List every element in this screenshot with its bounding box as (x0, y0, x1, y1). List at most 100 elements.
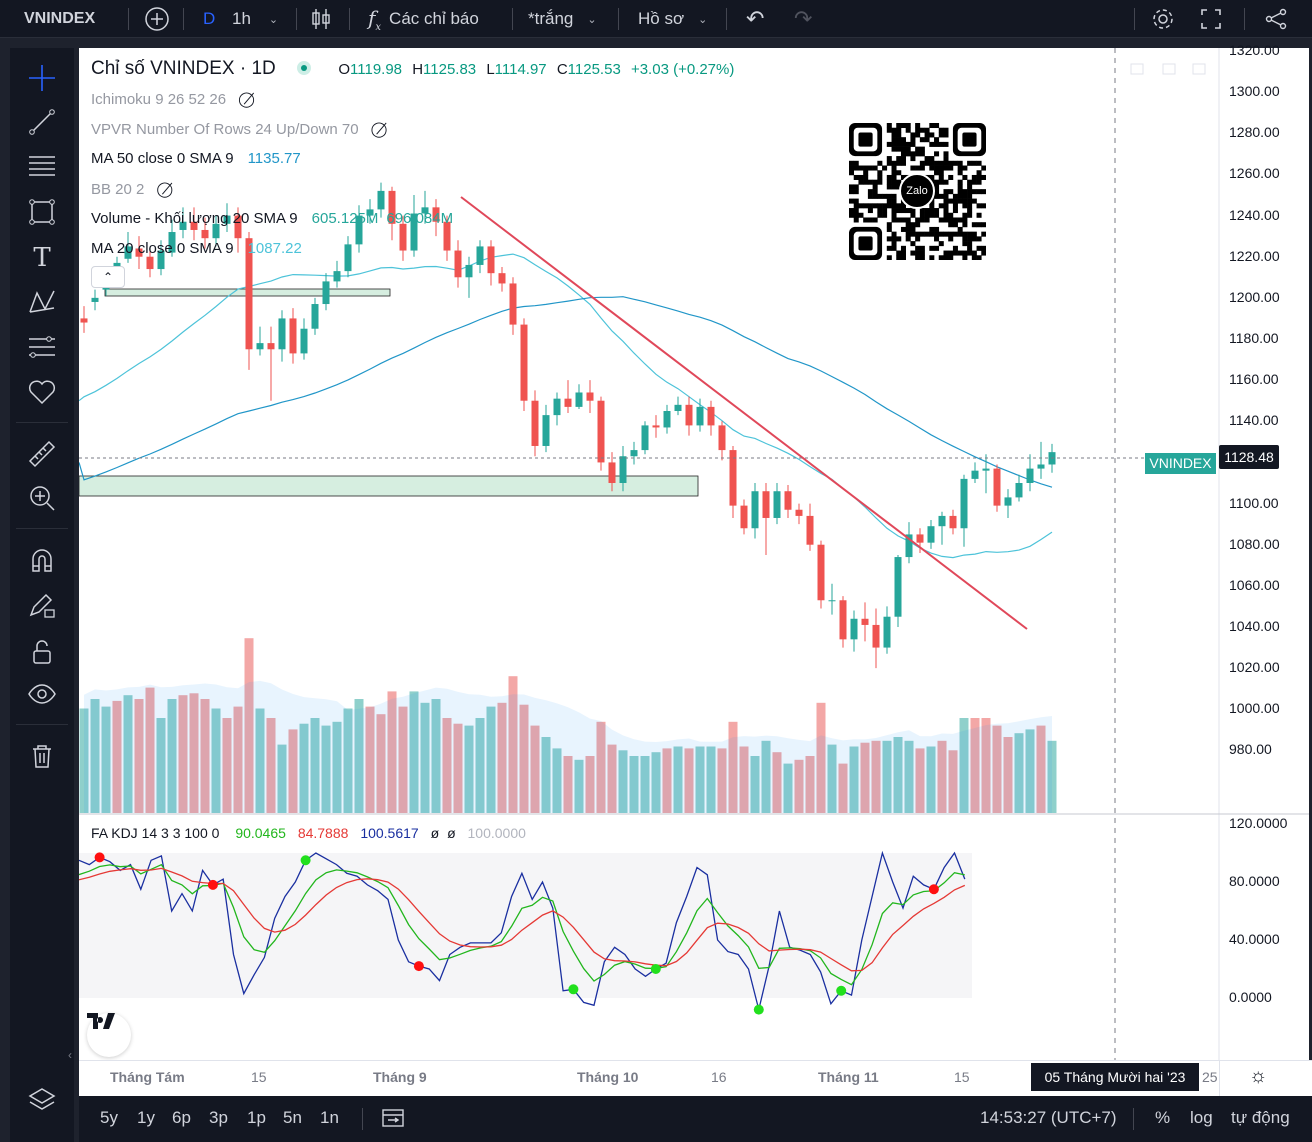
range-5y[interactable]: 5y (100, 1108, 118, 1127)
qr-module (948, 160, 954, 166)
range-1y[interactable]: 1y (137, 1108, 155, 1127)
eye-off-icon[interactable]: ◯̸ (370, 121, 388, 138)
candle-body (91, 297, 99, 302)
range-3p[interactable]: 3p (209, 1108, 228, 1127)
pattern-tool[interactable] (24, 284, 60, 320)
volume-bar (574, 759, 584, 813)
qr-module (882, 165, 888, 171)
qr-module (891, 231, 897, 237)
indicators-button[interactable]: fx Các chỉ báo (368, 0, 479, 38)
indicator-vpvr[interactable]: VPVR Number Of Rows 24 Up/Down 70 ◯̸ (91, 120, 387, 138)
drawing-toolbar: T (10, 48, 74, 1142)
hide-tool[interactable] (24, 676, 60, 712)
indicator-volume[interactable]: Volume - Khối lượng 20 SMA 9 605.125M 696.… (91, 210, 453, 227)
symbol-price-label: VNINDEX (1145, 453, 1216, 474)
candle-body (905, 534, 913, 558)
axis-settings-icon[interactable]: ☼ (1249, 1065, 1268, 1087)
qr-module (924, 160, 930, 166)
shape-tool[interactable] (24, 194, 60, 230)
eye-off-icon[interactable]: ◯̸ (156, 181, 174, 198)
range-5n[interactable]: 5n (283, 1108, 302, 1127)
ma50-value: 1135.77 (247, 150, 301, 167)
qr-module (938, 255, 944, 260)
interval-d-button[interactable]: D (203, 0, 215, 38)
qr-module (905, 151, 911, 157)
object-tree-tool[interactable] (24, 1082, 60, 1118)
zoom-tool[interactable] (24, 480, 60, 516)
qr-module (905, 222, 911, 228)
chevron-down-icon: ⌄ (268, 13, 279, 26)
interval-1h-button[interactable]: 1h ⌄ (232, 0, 278, 38)
candle-body (586, 392, 594, 401)
range-1p[interactable]: 1p (247, 1108, 266, 1127)
qr-module (962, 250, 968, 256)
lock-all-tool[interactable] (24, 634, 60, 670)
eye-off-icon[interactable]: ◯̸ (238, 91, 255, 108)
collapse-toolbar-icon[interactable]: ‹ (68, 1048, 72, 1062)
profile-button[interactable]: Hồ sơ ⌄ (638, 0, 707, 38)
ruler-icon (28, 440, 56, 468)
qr-module (882, 203, 888, 209)
indicator-ichimoku[interactable]: Ichimoku 9 26 52 26 ◯̸ (91, 90, 255, 108)
low-value: 1114.97 (494, 61, 547, 78)
auto-scale-toggle[interactable]: tự động (1231, 1108, 1290, 1127)
percent-toggle[interactable]: % (1155, 1108, 1171, 1127)
tradingview-logo[interactable] (87, 1013, 131, 1057)
goto-date-button[interactable] (381, 1096, 405, 1140)
indicator-bb[interactable]: BB 20 2 ◯̸ (91, 180, 173, 198)
qr-module (900, 208, 906, 214)
kdj-legend[interactable]: FA KDJ 14 3 3 100 0 90.0465 84.7888 100.… (91, 825, 526, 841)
log-toggle[interactable]: log (1190, 1108, 1213, 1127)
qr-module (934, 151, 940, 157)
volume-bar (200, 699, 210, 813)
remove-drawings-tool[interactable] (24, 738, 60, 774)
symbol-search[interactable]: VNINDEX (24, 0, 95, 38)
chart-canvas[interactable] (79, 48, 1309, 1060)
volume-bar (255, 708, 265, 813)
candle-body (1004, 497, 1012, 506)
undo-button[interactable]: ↶ (746, 0, 764, 38)
layout-button[interactable]: *trắng ⌄ (528, 0, 597, 38)
qr-module (891, 245, 897, 251)
indicator-ma50[interactable]: MA 50 close 0 SMA 9 1135.77 (91, 150, 301, 167)
fullscreen-button[interactable] (1200, 0, 1222, 38)
indicator-ma20[interactable]: MA 20 close 0 SMA 9 1087.22 (91, 240, 302, 257)
qr-module (891, 217, 897, 223)
qr-module (858, 179, 864, 185)
crosshair-tool[interactable] (24, 60, 60, 96)
candle-body (575, 392, 583, 407)
candle-body (487, 246, 495, 274)
symbol-legend[interactable]: Chỉ số VNINDEX · 1D O1119.98 H1125.83 L1… (91, 58, 734, 80)
kdj-level-value: 100.0000 (467, 825, 526, 841)
ruler-tool[interactable] (24, 436, 60, 472)
qr-module (957, 250, 963, 256)
magnet-tool[interactable] (24, 542, 60, 578)
range-1n[interactable]: 1n (320, 1108, 339, 1127)
qr-module (910, 250, 916, 256)
prediction-tool[interactable] (24, 330, 60, 366)
compare-button[interactable] (144, 0, 170, 38)
redo-button[interactable]: ↷ (794, 0, 812, 38)
qr-module (948, 198, 954, 204)
collapse-legend-button[interactable]: ⌃ (91, 266, 125, 288)
settings-button[interactable] (1150, 0, 1176, 38)
share-button[interactable] (1264, 0, 1288, 38)
qr-module (886, 174, 892, 180)
qr-code: Zalo (849, 123, 986, 260)
trendline-tool[interactable] (24, 104, 60, 140)
volume-bar (871, 740, 881, 813)
text-tool[interactable]: T (24, 240, 60, 276)
interval-1h-label: 1h (232, 9, 251, 28)
range-6p[interactable]: 6p (172, 1108, 191, 1127)
qr-module (934, 141, 940, 147)
volume-bar (882, 740, 892, 813)
chart-pane[interactable]: Chỉ số VNINDEX · 1D O1119.98 H1125.83 L1… (79, 42, 1309, 1060)
time-axis[interactable]: Tháng Tám 15 Tháng 9 Tháng 10 16 Tháng 1… (79, 1060, 1312, 1097)
qr-module (962, 198, 968, 204)
favorites-tool[interactable] (24, 374, 60, 410)
qr-module (929, 255, 935, 260)
lock-drawings-tool[interactable] (24, 588, 60, 624)
fib-tool[interactable] (24, 148, 60, 184)
chart-type-button[interactable] (310, 0, 332, 38)
clock[interactable]: 14:53:27 (UTC+7) (980, 1108, 1117, 1127)
